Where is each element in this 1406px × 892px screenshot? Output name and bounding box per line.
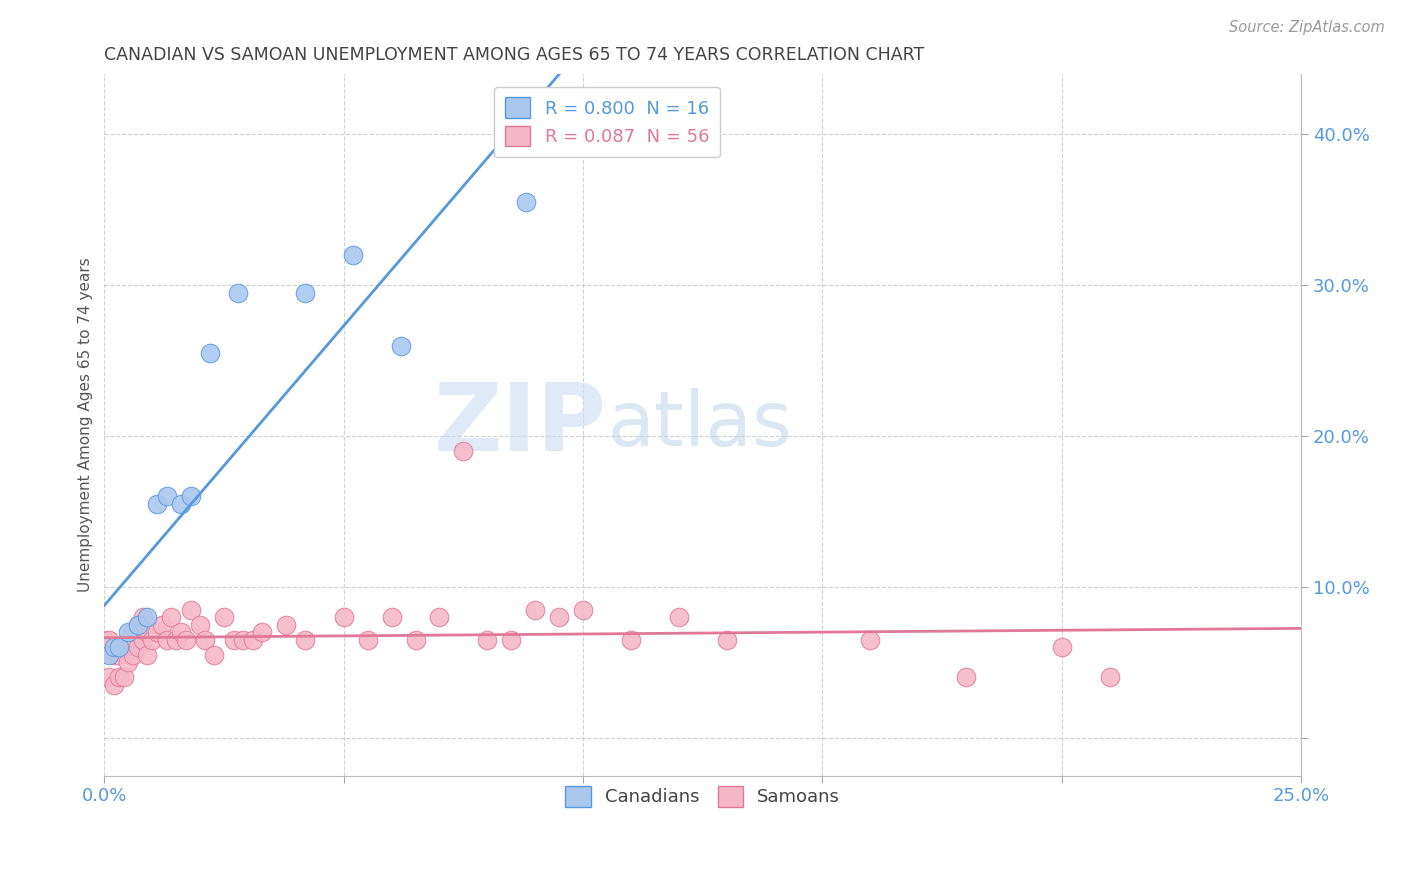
Point — [1050, 640, 1073, 655]
Point — [136, 648, 159, 662]
Point — [222, 632, 245, 647]
Point — [141, 632, 163, 647]
Text: atlas: atlas — [607, 388, 792, 462]
Point — [524, 602, 547, 616]
Point — [127, 617, 149, 632]
Point — [668, 610, 690, 624]
Point — [112, 640, 135, 655]
Point — [170, 497, 193, 511]
Point — [98, 632, 121, 647]
Point — [180, 602, 202, 616]
Point — [342, 248, 364, 262]
Point — [103, 678, 125, 692]
Point — [136, 610, 159, 624]
Text: CANADIAN VS SAMOAN UNEMPLOYMENT AMONG AGES 65 TO 74 YEARS CORRELATION CHART: CANADIAN VS SAMOAN UNEMPLOYMENT AMONG AG… — [104, 46, 925, 64]
Point — [98, 670, 121, 684]
Point — [194, 632, 217, 647]
Point — [136, 625, 159, 640]
Point — [103, 640, 125, 655]
Point — [548, 610, 571, 624]
Point — [859, 632, 882, 647]
Point — [501, 632, 523, 647]
Point — [156, 490, 179, 504]
Point — [122, 625, 145, 640]
Point — [146, 625, 169, 640]
Legend: Canadians, Samoans: Canadians, Samoans — [557, 777, 849, 815]
Point — [160, 610, 183, 624]
Point — [204, 648, 226, 662]
Point — [117, 632, 139, 647]
Y-axis label: Unemployment Among Ages 65 to 74 years: Unemployment Among Ages 65 to 74 years — [79, 258, 93, 592]
Point — [146, 497, 169, 511]
Point — [381, 610, 404, 624]
Point — [1098, 670, 1121, 684]
Text: Source: ZipAtlas.com: Source: ZipAtlas.com — [1229, 20, 1385, 35]
Point — [294, 285, 316, 300]
Point — [716, 632, 738, 647]
Point — [453, 444, 475, 458]
Point — [107, 640, 129, 655]
Point — [122, 648, 145, 662]
Point — [98, 648, 121, 662]
Point — [156, 632, 179, 647]
Point — [117, 625, 139, 640]
Point — [620, 632, 643, 647]
Point — [212, 610, 235, 624]
Point — [294, 632, 316, 647]
Point — [174, 632, 197, 647]
Point — [188, 617, 211, 632]
Point — [242, 632, 264, 647]
Point — [515, 195, 537, 210]
Point — [357, 632, 380, 647]
Point — [131, 632, 153, 647]
Point — [429, 610, 451, 624]
Point — [572, 602, 595, 616]
Point — [107, 670, 129, 684]
Point — [93, 632, 115, 647]
Point — [198, 346, 221, 360]
Point — [165, 632, 187, 647]
Point — [170, 625, 193, 640]
Point — [276, 617, 298, 632]
Point — [112, 670, 135, 684]
Point — [332, 610, 354, 624]
Point — [117, 656, 139, 670]
Point — [389, 338, 412, 352]
Point — [477, 632, 499, 647]
Point — [127, 617, 149, 632]
Point — [232, 632, 254, 647]
Point — [180, 490, 202, 504]
Point — [107, 648, 129, 662]
Point — [955, 670, 977, 684]
Point — [131, 610, 153, 624]
Point — [405, 632, 427, 647]
Point — [252, 625, 274, 640]
Point — [103, 648, 125, 662]
Point — [228, 285, 250, 300]
Point — [127, 640, 149, 655]
Text: ZIP: ZIP — [434, 379, 607, 471]
Point — [150, 617, 173, 632]
